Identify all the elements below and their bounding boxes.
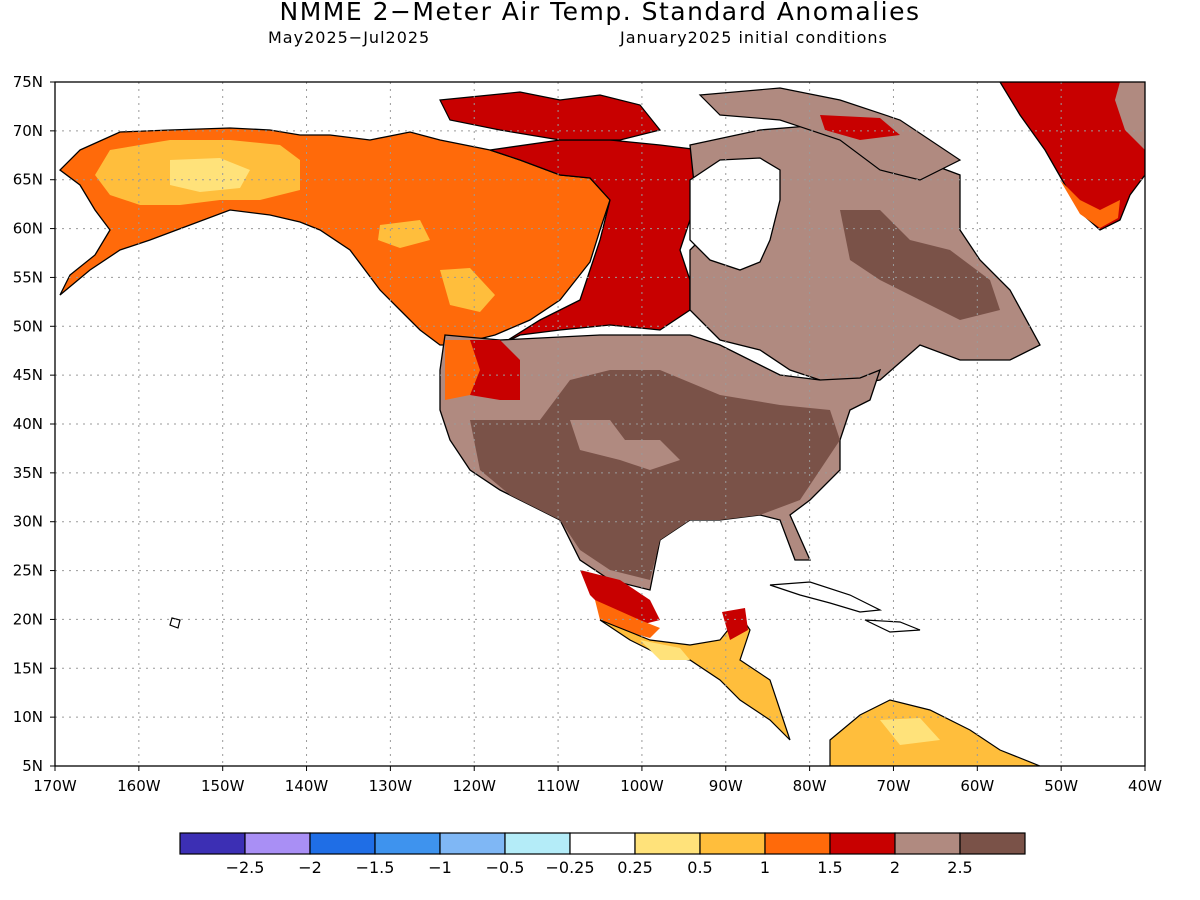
map-content [59, 82, 1145, 766]
colorbar-swatch [309, 832, 376, 855]
colorbar-swatch [764, 832, 831, 855]
alaska-mild-core [170, 158, 250, 192]
initial-conditions: January2025 initial conditions [620, 28, 888, 47]
south-america-north [829, 699, 1041, 766]
mexico-orange-band [595, 600, 660, 638]
colorbar-swatch [504, 832, 571, 855]
arctic-islands-east [698, 87, 962, 181]
colorbar-swatch [829, 832, 896, 855]
lat-label: 40N [13, 415, 43, 433]
lat-label: 25N [13, 562, 43, 580]
greenland-brown-edge [1115, 82, 1145, 150]
lon-label: 100W [620, 777, 664, 795]
lon-label: 120W [452, 777, 496, 795]
longitude-labels: 170W 160W 150W 140W 130W 120W 110W 100W 90W 80W 70… [33, 777, 1162, 795]
colorbar-swatch [569, 832, 636, 855]
lat-label: 65N [13, 171, 43, 189]
forecast-period: May2025−Jul2025 [268, 28, 431, 47]
lon-label: 130W [369, 777, 413, 795]
us-central-dark [470, 370, 840, 580]
lat-label: 45N [13, 366, 43, 384]
lat-label: 55N [13, 268, 43, 286]
lat-label: 10N [13, 708, 43, 726]
guatemala-mild [640, 640, 690, 660]
colorbar-label: −0.25 [545, 858, 594, 877]
lon-label: 50W [1044, 777, 1078, 795]
lon-label: 60W [960, 777, 994, 795]
colorbar-swatch [634, 832, 701, 855]
lat-label: 30N [13, 513, 43, 531]
colorbar-swatch [894, 832, 961, 855]
colorbar-label: −2 [298, 858, 322, 877]
lat-label: 75N [13, 73, 43, 91]
colorbar-labels: −2.5 −2 −1.5 −1 −0.5 −0.25 0.25 0.5 1 1.5 2 2.5 [226, 858, 973, 877]
lon-label: 150W [201, 777, 245, 795]
mexico-hot-band [580, 570, 660, 625]
colorbar-swatch [959, 832, 1026, 855]
lat-label: 60N [13, 220, 43, 238]
colorbar-swatch [374, 832, 441, 855]
lon-label: 140W [285, 777, 329, 795]
lon-label: 170W [33, 777, 77, 795]
lat-label: 70N [13, 122, 43, 140]
us-west-orange [445, 340, 480, 400]
colorbar-swatch [244, 832, 311, 855]
quebec-dark-patch [840, 210, 1000, 320]
colorbar-label: −1.5 [356, 858, 395, 877]
lat-label: 50N [13, 317, 43, 335]
central-america [599, 613, 791, 741]
colorbar-label: −0.5 [486, 858, 525, 877]
latitude-labels: 75N 70N 65N 60N 55N 50N 45N 40N 35N 30N 25N 20N 15N 1… [13, 73, 43, 775]
hudson-bay [689, 157, 781, 271]
colorbar-label: 1.5 [817, 858, 842, 877]
colorbar-swatch [699, 832, 766, 855]
lon-label: 70W [877, 777, 911, 795]
hawaii [169, 617, 181, 629]
south-america-mild [880, 718, 940, 745]
yucatan-hot [722, 608, 748, 640]
colorbar-label: 0.5 [687, 858, 712, 877]
lon-label: 40W [1128, 777, 1162, 795]
lon-label: 110W [536, 777, 580, 795]
colorbar-label: 1 [760, 858, 770, 877]
greenland [999, 82, 1145, 231]
axis-ticks [50, 81, 1146, 771]
lon-label: 80W [793, 777, 827, 795]
greenland-orange-rim [1060, 180, 1120, 228]
cuba [769, 581, 883, 613]
lat-label: 20N [13, 610, 43, 628]
lon-label: 90W [709, 777, 743, 795]
lat-label: 5N [22, 757, 43, 775]
colorbar-swatch [179, 832, 246, 855]
colorbar-label: −1 [428, 858, 452, 877]
canada-hot-region [489, 139, 701, 346]
yukon-warm-patch [378, 220, 430, 248]
lat-label: 35N [13, 464, 43, 482]
colorbar-label: 0.25 [617, 858, 653, 877]
graticule [55, 82, 1145, 766]
lon-label: 160W [117, 777, 161, 795]
lat-label: 15N [13, 659, 43, 677]
colorbar-label: −2.5 [226, 858, 265, 877]
hispaniola [864, 619, 921, 633]
arctic-islands-west [439, 91, 662, 141]
colorbar [179, 832, 1026, 855]
bc-warm-patch [440, 268, 495, 312]
map-title: NMME 2−Meter Air Temp. Standard Anomalie… [279, 0, 921, 26]
colorbar-swatch [439, 832, 506, 855]
colorbar-label: 2.5 [947, 858, 972, 877]
colorbar-label: 2 [890, 858, 900, 877]
us-light-patch [570, 420, 680, 470]
baffin-hot-patch [820, 115, 900, 140]
